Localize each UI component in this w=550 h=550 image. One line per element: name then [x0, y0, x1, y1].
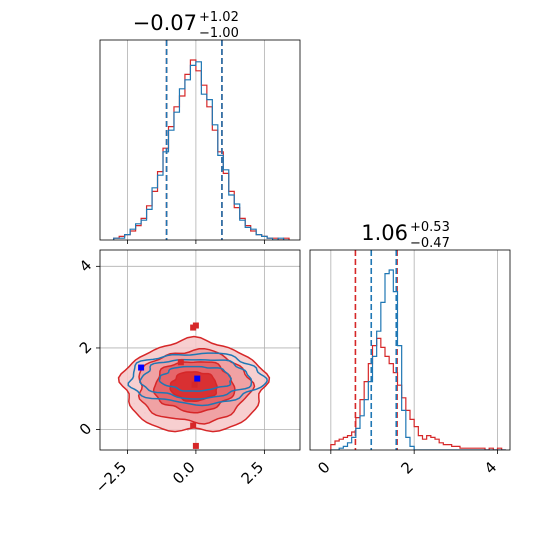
title-param-0-lower: −1.00: [199, 26, 239, 41]
histogram-1-series-red-step: [330, 337, 506, 450]
contour-x-tick-label: −2.5: [92, 458, 130, 496]
histogram-0-frame: [99, 39, 301, 241]
histogram-1-marks: [330, 250, 506, 450]
contour-red-point: [192, 442, 199, 449]
contour-red-point: [190, 422, 197, 429]
contour-marks: [117, 322, 271, 449]
title-param-0: −0.07 +1.02 −1.00: [133, 10, 239, 41]
histogram-1-tick-label: 2: [398, 458, 417, 477]
title-param-1-value: 1.06: [361, 221, 408, 245]
histogram-0-grid: [126, 40, 265, 240]
contour-y-tick-label: 2: [76, 338, 95, 357]
histogram-1-grid: [330, 250, 498, 450]
contour-red-point: [177, 359, 184, 366]
contour-frame: [99, 249, 301, 451]
contour-sample-dot: [187, 429, 189, 432]
title-param-1: 1.06 +0.53 −0.47: [361, 220, 450, 251]
histogram-panel-param-0: [99, 39, 301, 244]
contour-red-point: [191, 381, 198, 388]
contour-ticks: −2.5 0.0 2.5 0 2 4: [76, 256, 267, 496]
title-param-1-lower: −0.47: [410, 236, 450, 251]
contour-blue-level-2: [139, 358, 253, 400]
title-param-1-upper: +0.53: [410, 220, 450, 235]
contour-y-tick-label: 0: [76, 419, 95, 438]
contour-blue-point: [194, 375, 201, 382]
contour-red-point: [192, 322, 199, 329]
histogram-0-ticks: [126, 240, 265, 244]
contour-x-tick-label: 0.0: [169, 458, 199, 488]
histogram-1-ticks: 0 2 4: [314, 450, 500, 478]
histogram-1-tick-label: 4: [481, 458, 500, 477]
contour-x-tick-label: 2.5: [238, 458, 268, 488]
histogram-0-series-blue-step: [113, 61, 290, 240]
histogram-1-series-blue-step: [330, 269, 506, 450]
contour-panel-param-0-vs-1: −2.5 0.0 2.5 0 2 4: [76, 249, 301, 497]
histogram-0-marks: [113, 40, 290, 240]
contour-y-tick-label: 4: [76, 256, 95, 275]
title-param-0-value: −0.07: [133, 11, 197, 35]
histogram-1-tick-label: 0: [314, 458, 333, 477]
histogram-1-frame: [309, 249, 511, 451]
contour-blue-level-3: [158, 365, 232, 392]
contour-blue-level-1: [127, 352, 268, 407]
histogram-panel-param-1: 0 2 4: [309, 249, 511, 478]
contour-blue-point: [138, 364, 145, 371]
title-param-0-upper: +1.02: [199, 10, 239, 25]
